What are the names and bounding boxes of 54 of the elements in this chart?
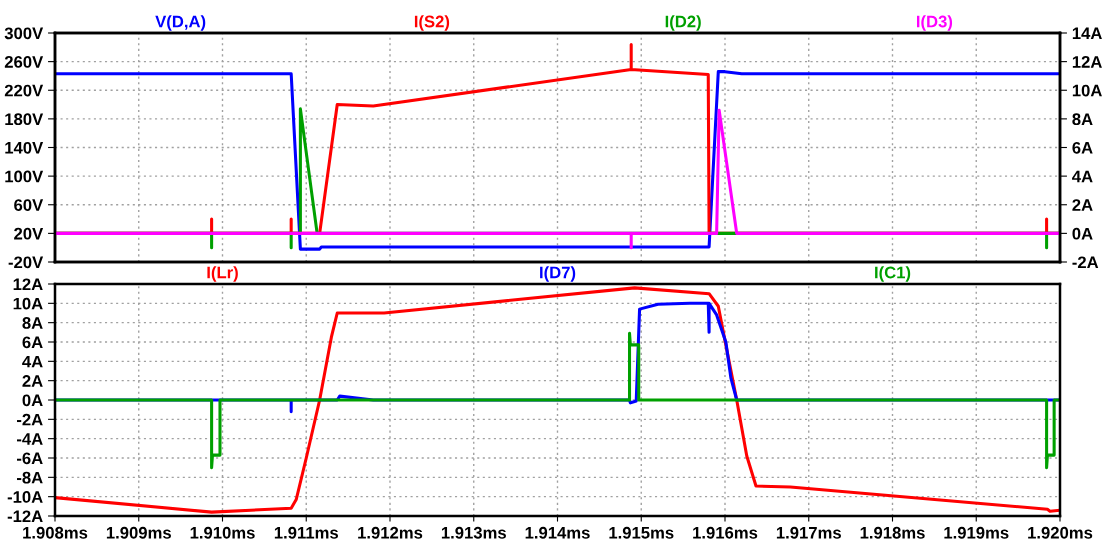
y-tick-label: 10A [13,297,43,310]
line-series [55,70,1060,251]
text: I(C1) [875,266,911,282]
y-tick-label: 100V [5,170,44,183]
x-tick-label: 1.915ms [609,526,674,539]
y-tick-label: -20V [8,256,44,269]
x-tick-label: 1.919ms [944,526,1009,539]
y-tick-label: 4A [22,355,43,368]
y-tick-label: 300V [4,27,44,40]
y-tick-label: 8A [22,317,43,329]
y2-tick-label: 6A [1072,141,1093,154]
y-tick-label: -6A [16,452,43,465]
x-tick-label: 1.908ms [23,526,88,539]
y-tick-label: 6A [22,336,43,349]
text: I(S2) [414,15,450,31]
y2-tick-label: 0A [1072,227,1093,240]
x-tick-label: 1.912ms [358,526,423,539]
y-tick-label: 180V [5,113,44,126]
y-tick-label: -12A [7,510,43,523]
x-tick-label: 1.917ms [776,526,841,539]
line-series [55,331,1060,470]
y2-tick-label: 8A [1072,113,1093,126]
y-tick-label: -10A [7,491,43,503]
y-tick-label: 140V [5,141,44,154]
text: I(D7) [540,266,576,282]
y2-tick-label: 14A [1072,27,1102,40]
x-tick-label: 1.920ms [1028,526,1093,539]
x-tick-label: 1.918ms [860,526,925,539]
y-tick-label: -8A [16,471,43,484]
y2-tick-label: 4A [1072,170,1093,183]
y2-tick-label: 2A [1072,199,1093,211]
y2-tick-label: 12A [1072,56,1102,68]
x-tick-label: 1.911ms [274,526,339,539]
text: I(D2) [665,15,701,31]
y-tick-label: 260V [4,56,44,68]
y-tick-label: 220V [4,84,44,97]
text: I(Lr) [207,266,238,282]
y-tick-label: 0A [22,394,43,407]
text: I(D3) [916,15,953,31]
y2-tick-label: 10A [1072,84,1102,97]
x-tick-label: 1.909ms [106,526,171,539]
y2-tick-label: -2A [1072,256,1099,269]
x-tick-label: 1.913ms [441,526,506,539]
text: V(D,A) [155,15,206,31]
y-tick-label: 12A [13,278,43,291]
x-tick-label: 1.914ms [525,526,590,539]
y-tick-label: -4A [16,433,43,445]
y-tick-label: 2A [22,375,43,387]
line-series [55,286,1060,514]
x-tick-label: 1.910ms [190,526,255,539]
y-tick-label: -2A [16,413,43,426]
y-tick-label: 60V [14,199,44,211]
y-tick-label: 20V [14,227,44,240]
x-tick-label: 1.916ms [693,526,758,539]
